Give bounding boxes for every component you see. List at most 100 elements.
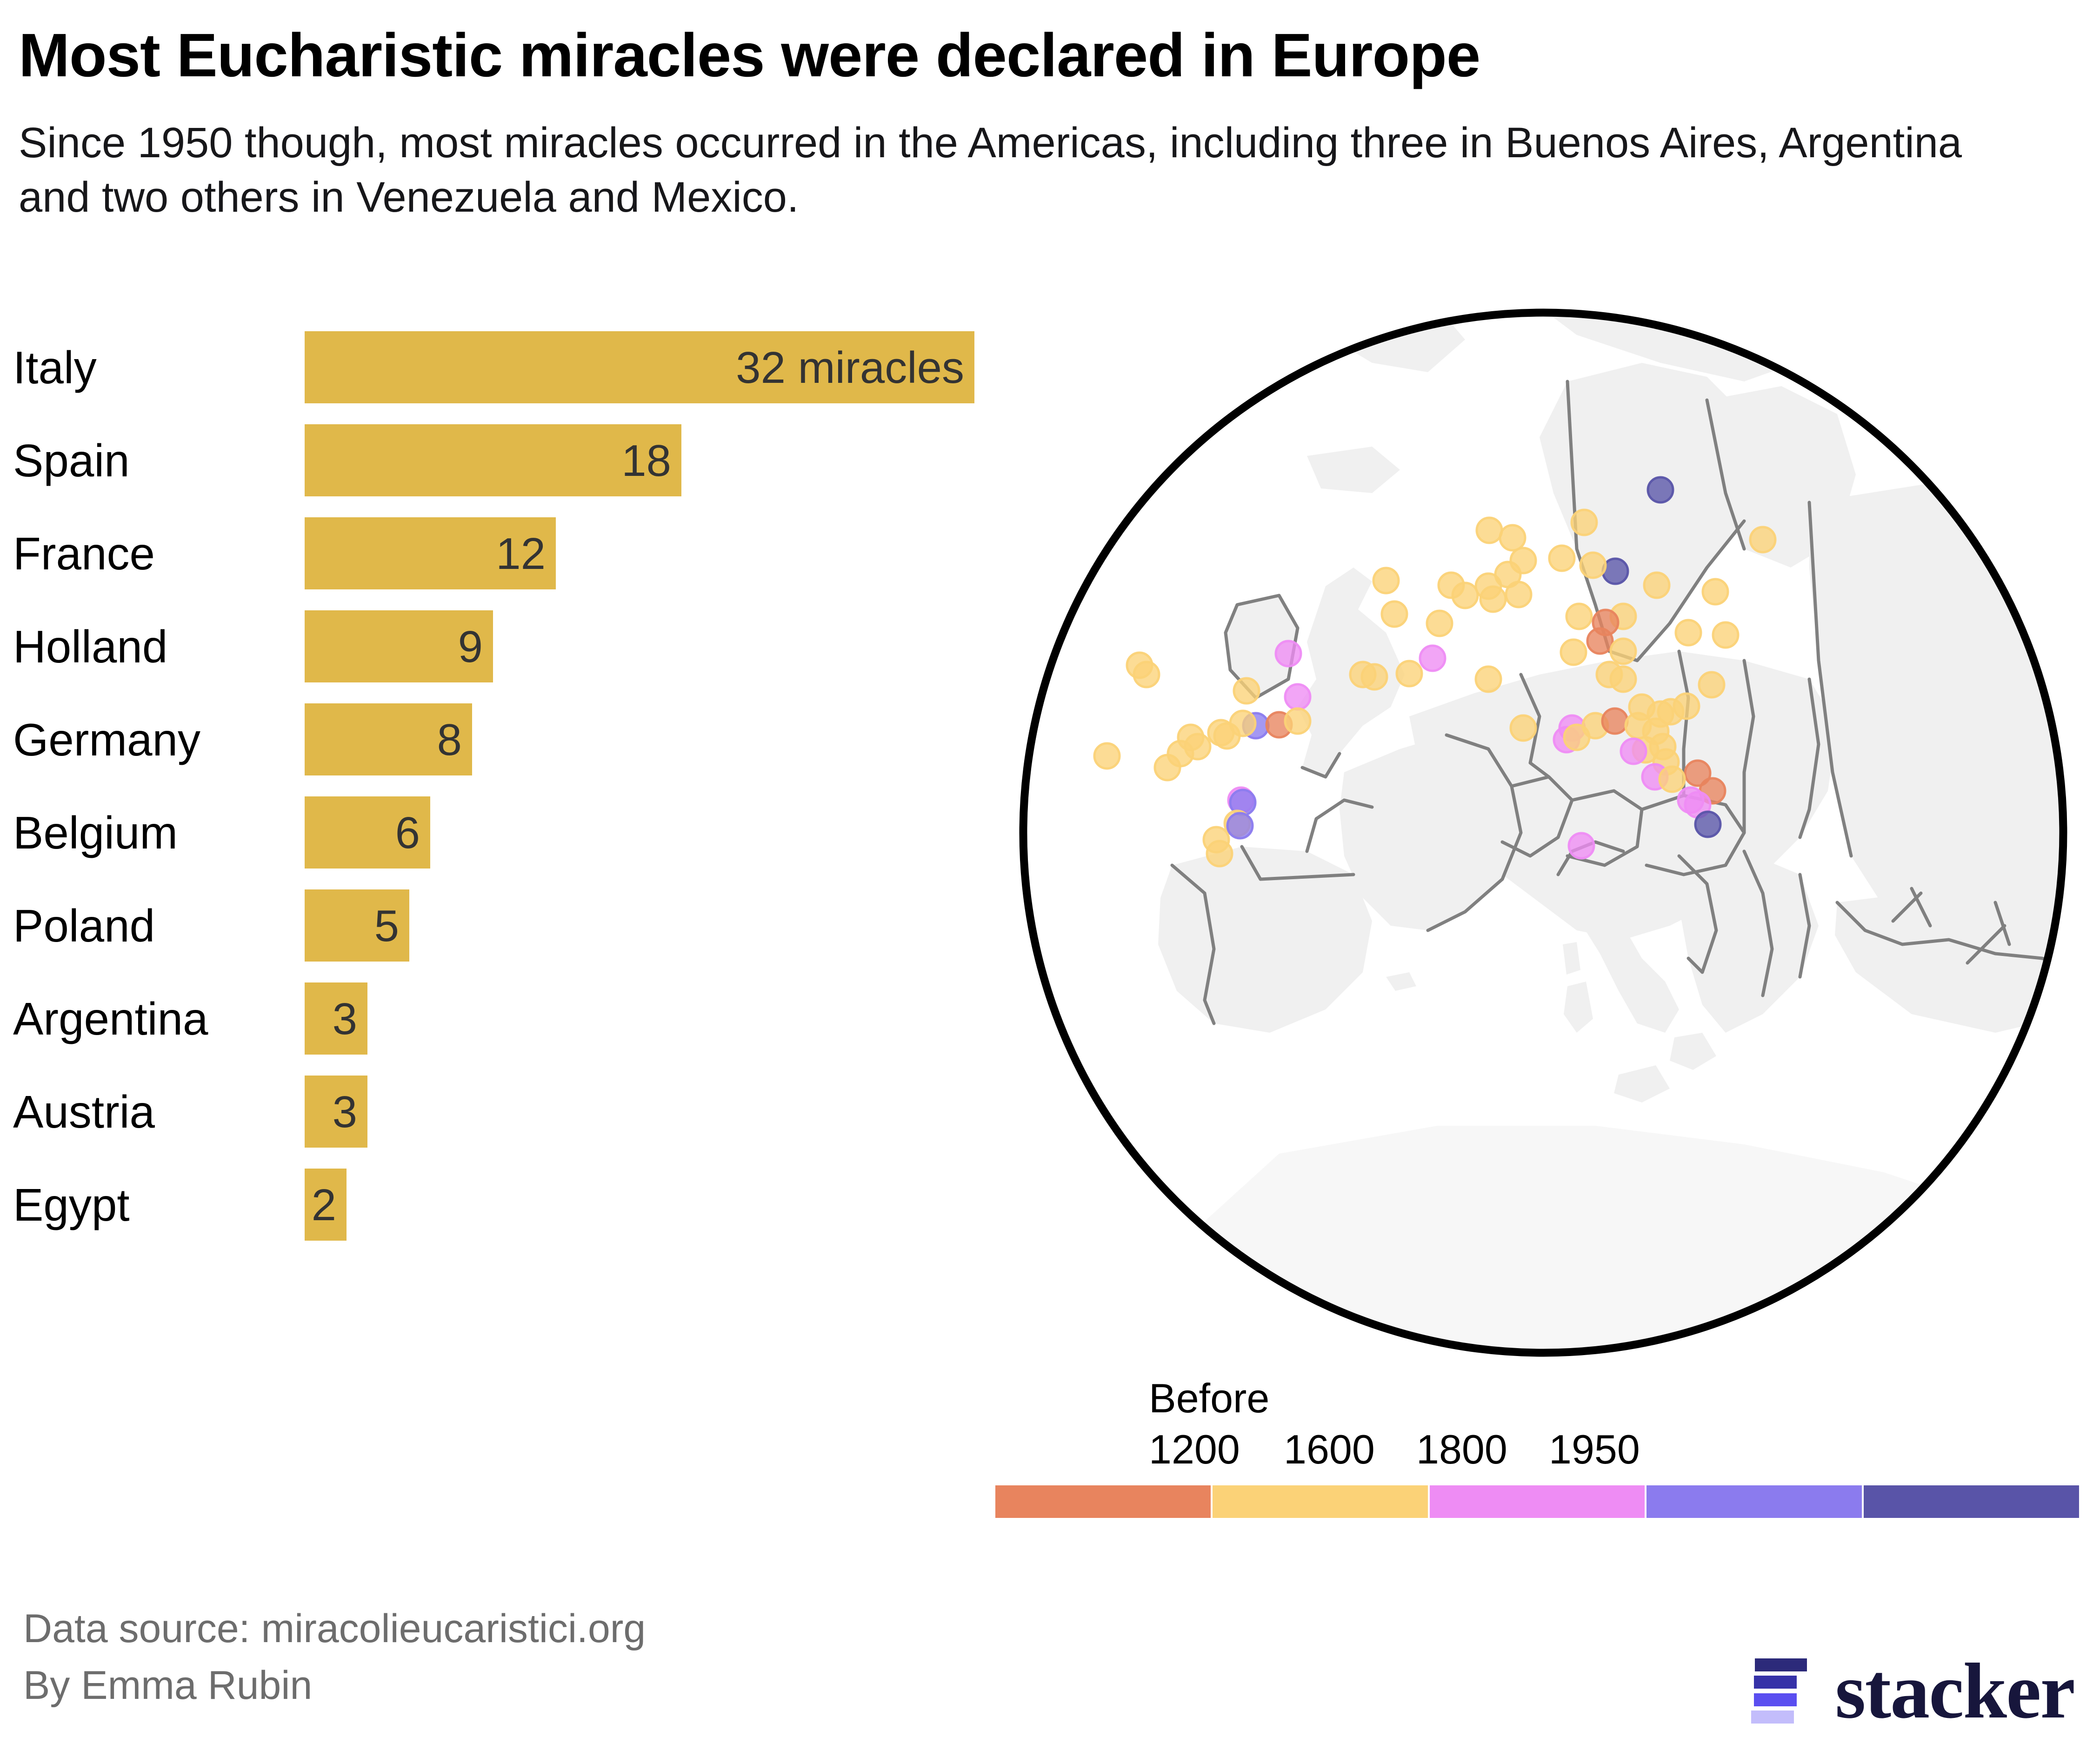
bar-rect [305,1169,347,1241]
bar-row: Spain 18 [0,414,1014,507]
bar-row: Poland 5 [0,879,1014,972]
map-point [1712,621,1740,649]
bar-track: 32 miracles [305,331,974,403]
map-point [1474,665,1502,693]
bar-track: 9 [305,610,493,682]
map-point [1395,660,1423,688]
map-point [1694,810,1722,838]
map-point [1380,600,1408,628]
bar-value-label: 9 [458,622,483,672]
map-point [1505,581,1533,608]
stacker-mark-icon [1751,1658,1811,1724]
map-point [1479,585,1507,613]
legend-tick-1600: 1600 [1284,1426,1375,1472]
map-point [1684,759,1712,787]
map-point [1609,637,1637,665]
bar-row: Austria 3 [0,1065,1014,1158]
bar-track: 5 [305,889,409,962]
bar-value-label: 32 miracles [736,343,964,393]
bar-value-label: 6 [395,808,420,858]
map-point [1601,557,1629,585]
bar-value-label: 12 [496,529,546,579]
globe-outline [1019,308,2067,1357]
map-point [1646,476,1674,504]
bar-chart: Italy 32 miracles Spain 18 France 12 Holland 9 G… [0,321,1014,1279]
map-point-group [1093,476,1777,868]
bar-category-label: Austria [13,1086,155,1137]
legend-tick-1200: 1200 [1149,1426,1240,1472]
bar-value-label: 5 [374,901,399,951]
map-point [1579,551,1607,579]
bar-value-label: 3 [332,994,357,1044]
bar-rect [305,1076,367,1148]
bar-row: Germany 8 [0,693,1014,786]
bar-rect [305,889,409,962]
map-point [1499,524,1526,552]
map-point [1475,516,1503,544]
bar-row: France 12 [0,507,1014,600]
legend-swatch-4 [1864,1485,2079,1518]
map-point [1372,567,1400,595]
byline-text: By Emma Rubin [23,1663,313,1708]
bar-category-label: Germany [13,714,201,765]
map-point [1229,709,1257,737]
map-point [1548,544,1576,572]
map-point [1698,671,1726,699]
stacker-logo: stacker [1751,1647,2075,1735]
chart-header: Most Eucharistic miracles were declared … [19,22,2065,225]
bar-track: 8 [305,703,472,775]
bar-category-label: Spain [13,435,130,486]
legend-tick-1800: 1800 [1416,1426,1507,1472]
bar-value-label: 8 [437,715,462,765]
brand-wordmark: stacker [1835,1647,2075,1735]
bar-category-label: Poland [13,900,155,951]
map-point [1620,737,1647,765]
map-point [1133,661,1160,688]
chart-subtitle: Since 1950 though, most miracles occurre… [19,119,1962,221]
map-point [1419,644,1446,672]
map-point [1601,707,1629,735]
bar-category-label: Italy [13,342,97,393]
bar-rect [305,796,430,869]
map-point [1658,765,1686,793]
map-point [1643,571,1671,599]
legend-swatch-2 [1429,1485,1645,1518]
legend-swatch-1 [1212,1485,1428,1518]
legend-swatch-3 [1646,1485,1862,1518]
map-point [1226,812,1254,840]
map-point [1567,832,1595,860]
bar-category-label: Argentina [13,993,208,1044]
footer: Data source: miracolieucaristici.org By … [23,1600,646,1714]
page-title: Most Eucharistic miracles were declared … [19,21,1480,89]
map-point [1563,723,1591,751]
bar-row: Belgium 6 [0,786,1014,879]
map-point [1609,665,1637,693]
bar-rect [305,982,367,1055]
europe-globe-map [1019,307,2074,1368]
map-point [1560,638,1587,666]
map-point [1093,742,1121,770]
map-point [1701,578,1729,606]
bar-rect [305,424,681,496]
bar-rect [305,331,974,403]
map-point [1586,627,1614,655]
bar-track: 3 [305,982,367,1055]
map-point [1233,677,1260,705]
bar-row: Egypt 2 [0,1158,1014,1251]
bar-category-label: Egypt [13,1179,130,1230]
data-source-text: Data source: miracolieucaristici.org [23,1606,646,1651]
bar-value-label: 3 [332,1087,357,1137]
bar-row: Italy 32 miracles [0,321,1014,414]
bar-category-label: France [13,528,155,579]
map-point [1509,714,1537,742]
bar-rect [305,517,556,589]
bar-category-label: Belgium [13,807,178,858]
map-point [1206,840,1233,868]
bar-track: 3 [305,1076,367,1148]
map-point [1749,526,1777,554]
bar-rect [305,610,493,682]
bar-track: 2 [305,1169,347,1241]
bar-row: Argentina 3 [0,972,1014,1065]
map-point [1153,754,1181,782]
bar-row: Holland 9 [0,600,1014,693]
